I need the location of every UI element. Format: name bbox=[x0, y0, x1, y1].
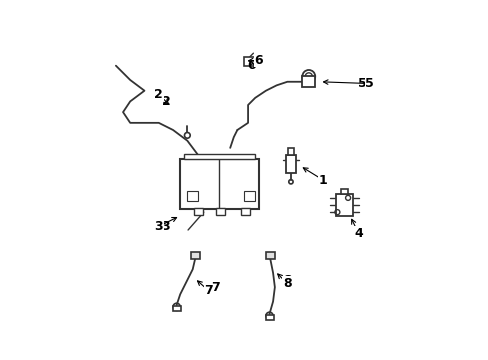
Text: 8: 8 bbox=[283, 274, 291, 287]
Text: 1: 1 bbox=[318, 174, 327, 186]
Bar bbox=[216, 208, 224, 215]
Bar bbox=[287, 148, 293, 155]
Text: 4: 4 bbox=[354, 227, 363, 240]
Bar bbox=[194, 208, 203, 215]
Bar bbox=[302, 76, 315, 87]
Bar bbox=[180, 158, 258, 208]
Bar bbox=[244, 191, 255, 202]
Bar bbox=[173, 306, 181, 311]
Text: 2: 2 bbox=[161, 95, 170, 108]
Bar bbox=[285, 155, 296, 173]
Bar bbox=[183, 154, 255, 158]
Bar bbox=[265, 315, 273, 320]
Text: 8: 8 bbox=[283, 277, 291, 290]
Text: 3: 3 bbox=[154, 220, 163, 233]
Text: 6: 6 bbox=[254, 54, 263, 67]
Text: 6: 6 bbox=[247, 59, 255, 72]
Bar bbox=[187, 191, 198, 202]
Text: 7: 7 bbox=[211, 281, 220, 294]
Bar bbox=[265, 252, 274, 258]
Bar bbox=[190, 252, 200, 258]
Text: 4: 4 bbox=[354, 227, 363, 240]
Text: 1: 1 bbox=[318, 174, 327, 186]
Text: 3: 3 bbox=[161, 220, 170, 233]
Text: 5: 5 bbox=[365, 77, 373, 90]
Text: 7: 7 bbox=[204, 284, 213, 297]
Text: 2: 2 bbox=[154, 88, 163, 101]
Bar bbox=[340, 189, 347, 194]
Bar bbox=[244, 57, 258, 66]
Bar bbox=[241, 208, 249, 215]
Bar bbox=[335, 194, 353, 216]
Text: 5: 5 bbox=[357, 77, 366, 90]
